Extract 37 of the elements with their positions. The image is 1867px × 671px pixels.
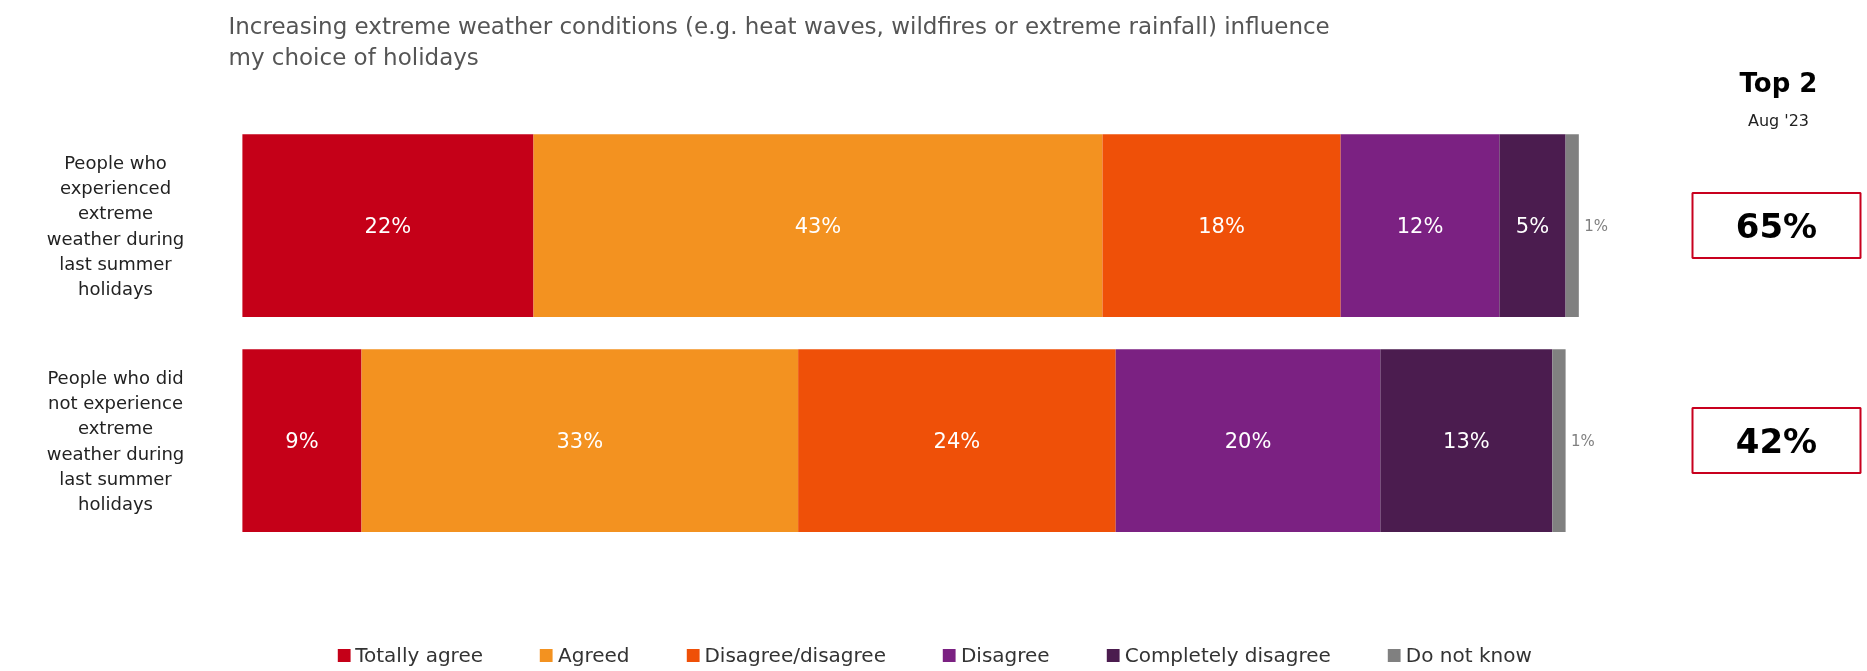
data-label: 1% [1584,216,1608,235]
legend-label: Do not know [1405,643,1532,667]
bar [1340,134,1500,317]
y-tick-label: People who experienced extreme weather during last summer holidays [46,152,185,300]
data-label: 24% [933,428,981,453]
data-label: 12% [1396,213,1444,238]
bar [1499,134,1566,317]
legend-label: Completely disagree [1124,643,1331,667]
data-label: 1% [1570,431,1595,450]
data-label: 18% [1198,213,1245,238]
bar [1565,134,1579,317]
text: Top 2 [1739,67,1818,98]
data-label: 13% [1443,428,1490,453]
bar [1552,349,1566,532]
data-label: 5% [1515,213,1550,238]
bar [361,349,799,532]
legend-label: Disagree [960,643,1050,667]
text: Aug '23 [1747,111,1810,130]
bar [1115,349,1381,532]
data-label: 9% [285,428,319,453]
text: 65% [1735,205,1818,246]
bar [242,349,362,532]
bar [533,134,1103,317]
bar [242,134,534,317]
legend-label: Disagree/disagree [704,643,886,667]
data-label: 20% [1224,428,1272,453]
text: 42% [1735,420,1818,461]
data-label: 33% [556,428,604,453]
y-tick-label: People who did not experience extreme weather during last summer holidays [46,367,185,515]
legend-label: Totally agree [355,643,483,667]
bar [1102,134,1341,317]
data-label: 22% [364,213,412,238]
chart-title: Increasing extreme weather conditions (e.g. heat waves, wildfires or extreme rainfall) influence my choice of holidays [228,12,1330,70]
bar [798,349,1116,532]
bar [1380,349,1553,532]
legend-label: Agreed [558,643,630,667]
data-label: 43% [794,213,842,238]
